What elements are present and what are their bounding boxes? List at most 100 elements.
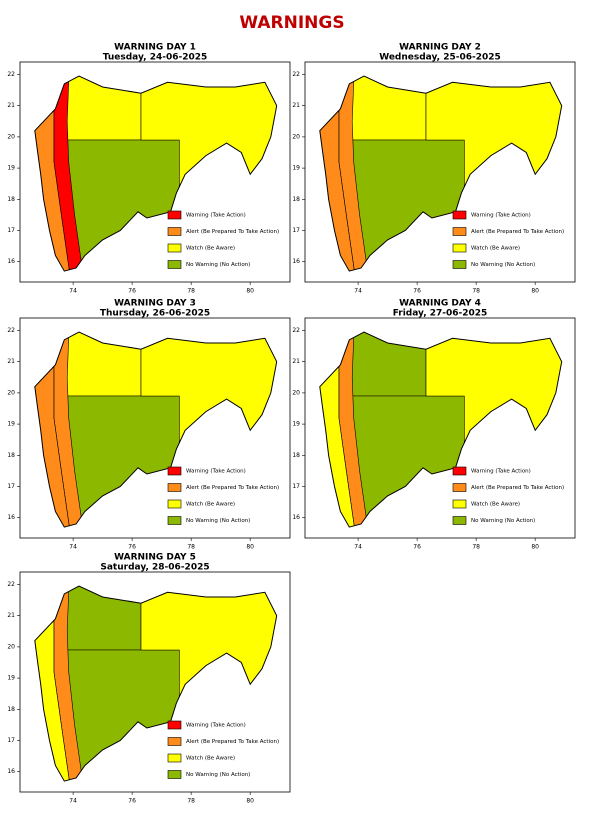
panel-date: Saturday, 28-06-2025	[100, 563, 209, 573]
x-tick-label: 78	[187, 288, 195, 295]
y-tick-label: 22	[7, 71, 15, 78]
panel-date: Thursday, 26-06-2025	[100, 309, 210, 319]
state-outline	[34, 75, 278, 272]
legend-label: No Warning (No Action)	[471, 518, 535, 524]
legend-label: Warning (Take Action)	[186, 213, 246, 219]
y-tick-label: 22	[292, 71, 300, 78]
legend-label: No Warning (No Action)	[186, 262, 250, 268]
x-tick-label: 80	[246, 288, 254, 295]
legend-swatch	[452, 227, 467, 236]
x-tick-label: 76	[128, 798, 136, 805]
x-tick-label: 78	[187, 798, 195, 805]
y-tick-label: 20	[292, 389, 300, 396]
x-tick-label: 76	[413, 544, 421, 551]
panel-date: Friday, 27-06-2025	[393, 309, 488, 319]
x-tick-label: 80	[246, 798, 254, 805]
x-tick-label: 78	[472, 544, 480, 551]
y-tick-label: 21	[292, 358, 300, 365]
y-tick-label: 19	[7, 421, 15, 428]
legend-label: Alert (Be Prepared To Take Action)	[471, 229, 564, 235]
legend-swatch	[167, 243, 182, 253]
y-tick-label: 18	[292, 452, 300, 459]
legend-swatch	[167, 770, 182, 779]
y-tick-label: 16	[292, 514, 300, 521]
y-tick-label: 17	[7, 737, 15, 744]
legend-label: Alert (Be Prepared To Take Action)	[186, 739, 279, 745]
state-outline	[34, 585, 278, 782]
legend-swatch	[452, 466, 467, 476]
legend-label: Watch (Be Aware)	[471, 502, 520, 508]
y-tick-label: 21	[7, 358, 15, 365]
legend-swatch	[452, 483, 467, 492]
legend-swatch	[452, 210, 467, 220]
legend-swatch	[167, 499, 182, 509]
y-tick-label: 22	[7, 327, 15, 334]
legend-label: Warning (Take Action)	[471, 469, 531, 475]
legend-label: No Warning (No Action)	[471, 262, 535, 268]
y-tick-label: 19	[7, 165, 15, 172]
y-tick-label: 21	[7, 612, 15, 619]
panel-title: WARNING DAY 4	[399, 299, 481, 309]
legend-label: Watch (Be Aware)	[186, 246, 235, 252]
legend-swatch	[452, 243, 467, 253]
x-tick-label: 76	[128, 288, 136, 295]
legend-swatch	[167, 720, 182, 730]
y-tick-label: 18	[7, 452, 15, 459]
legend-swatch	[167, 210, 182, 220]
panel-title: WARNING DAY 2	[399, 43, 481, 53]
legend-label: Watch (Be Aware)	[186, 502, 235, 508]
y-tick-label: 20	[292, 133, 300, 140]
x-tick-label: 78	[187, 544, 195, 551]
page-title: WARNINGS	[239, 13, 344, 33]
panel-title: WARNING DAY 3	[114, 299, 196, 309]
x-tick-label: 78	[472, 288, 480, 295]
x-tick-label: 76	[413, 288, 421, 295]
x-tick-label: 74	[69, 544, 77, 551]
x-tick-label: 74	[354, 288, 362, 295]
y-tick-label: 17	[7, 483, 15, 490]
y-tick-label: 19	[7, 675, 15, 682]
y-tick-label: 16	[7, 768, 15, 775]
y-tick-label: 18	[7, 196, 15, 203]
legend-label: Warning (Take Action)	[186, 469, 246, 475]
legend-label: Watch (Be Aware)	[471, 246, 520, 252]
x-tick-label: 74	[354, 544, 362, 551]
y-tick-label: 21	[7, 102, 15, 109]
y-tick-label: 17	[7, 227, 15, 234]
y-tick-label: 19	[292, 421, 300, 428]
panel-date: Wednesday, 25-06-2025	[379, 53, 501, 63]
y-tick-label: 19	[292, 165, 300, 172]
state-outline	[34, 331, 278, 528]
state-outline	[319, 331, 563, 528]
legend-label: No Warning (No Action)	[186, 518, 250, 524]
legend-swatch	[452, 516, 467, 525]
legend-swatch	[167, 737, 182, 746]
y-tick-label: 22	[7, 581, 15, 588]
y-tick-label: 18	[292, 196, 300, 203]
y-tick-label: 16	[7, 258, 15, 265]
legend-label: Alert (Be Prepared To Take Action)	[186, 229, 279, 235]
state-outline	[319, 75, 563, 272]
y-tick-label: 18	[7, 706, 15, 713]
y-tick-label: 20	[7, 643, 15, 650]
legend-swatch	[167, 753, 182, 763]
x-tick-label: 74	[69, 798, 77, 805]
panel-title: WARNING DAY 5	[114, 553, 196, 563]
y-tick-label: 16	[292, 258, 300, 265]
y-tick-label: 21	[292, 102, 300, 109]
y-tick-label: 22	[292, 327, 300, 334]
legend-label: Alert (Be Prepared To Take Action)	[471, 485, 564, 491]
legend-label: Warning (Take Action)	[186, 723, 246, 729]
x-tick-label: 80	[531, 544, 539, 551]
y-tick-label: 20	[7, 389, 15, 396]
legend-label: Warning (Take Action)	[471, 213, 531, 219]
panel-title: WARNING DAY 1	[114, 43, 196, 53]
legend-swatch	[452, 260, 467, 269]
y-tick-label: 17	[292, 227, 300, 234]
